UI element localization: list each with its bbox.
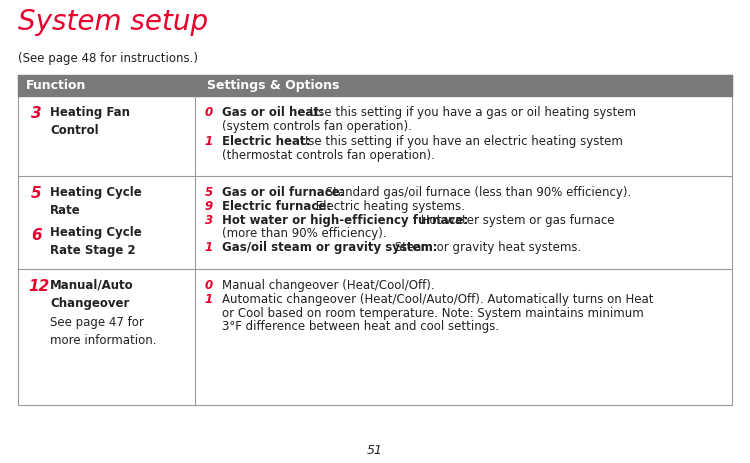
Text: Manual/Auto
Changeover: Manual/Auto Changeover [50,279,134,310]
Text: or Cool based on room temperature. Note: System maintains minimum: or Cool based on room temperature. Note:… [222,307,644,319]
Text: Gas/oil steam or gravity system:: Gas/oil steam or gravity system: [222,241,437,254]
Text: Heating Fan
Control: Heating Fan Control [50,106,130,137]
Text: 5: 5 [31,186,42,201]
Text: 1: 1 [205,241,213,254]
Text: 9: 9 [205,200,213,213]
Text: 0: 0 [205,106,213,119]
Text: Standard gas/oil furnace (less than 90% efficiency).: Standard gas/oil furnace (less than 90% … [322,186,632,199]
Text: 3°F difference between heat and cool settings.: 3°F difference between heat and cool set… [222,320,500,333]
Text: Function: Function [26,79,86,92]
Text: Use this setting if you have an electric heating system: Use this setting if you have an electric… [296,135,622,148]
Text: 6: 6 [31,228,42,243]
Text: Manual changeover (Heat/Cool/Off).: Manual changeover (Heat/Cool/Off). [222,279,435,292]
Text: 1: 1 [205,135,213,148]
Text: Hot water system or gas furnace: Hot water system or gas furnace [417,213,614,226]
Text: Electric heating systems.: Electric heating systems. [311,200,464,213]
Text: 5: 5 [205,186,213,199]
Text: Electric heat:: Electric heat: [222,135,310,148]
Text: (more than 90% efficiency).: (more than 90% efficiency). [222,227,387,240]
Bar [18,75,732,405]
Text: Heating Cycle
Rate: Heating Cycle Rate [50,186,142,217]
Text: Use this setting if you have a gas or oil heating system: Use this setting if you have a gas or oi… [306,106,636,119]
Text: System setup: System setup [18,8,208,36]
Text: 0: 0 [205,279,213,292]
Text: Hot water or high-efficiency furnace:: Hot water or high-efficiency furnace: [222,213,468,226]
Text: Gas or oil heat:: Gas or oil heat: [222,106,324,119]
Text: Settings & Options: Settings & Options [207,79,339,92]
Text: Gas or oil furnace:: Gas or oil furnace: [222,186,344,199]
Text: Electric furnace:: Electric furnace: [222,200,332,213]
Text: (system controls fan operation).: (system controls fan operation). [222,120,412,133]
Text: 12: 12 [28,279,50,294]
Text: Automatic changeover (Heat/Cool/Auto/Off). Automatically turns on Heat: Automatic changeover (Heat/Cool/Auto/Off… [222,293,653,306]
Text: (See page 48 for instructions.): (See page 48 for instructions.) [18,52,198,65]
Text: 3: 3 [31,106,42,121]
Text: Heating Cycle
Rate Stage 2: Heating Cycle Rate Stage 2 [50,226,142,257]
Bar [18,75,732,96]
Text: 3: 3 [205,213,213,226]
Text: 1: 1 [205,293,213,306]
Text: Steam or gravity heat systems.: Steam or gravity heat systems. [391,241,581,254]
Text: 51: 51 [367,444,383,457]
Text: (thermostat controls fan operation).: (thermostat controls fan operation). [222,149,435,162]
Text: See page 47 for
more information.: See page 47 for more information. [50,316,157,347]
